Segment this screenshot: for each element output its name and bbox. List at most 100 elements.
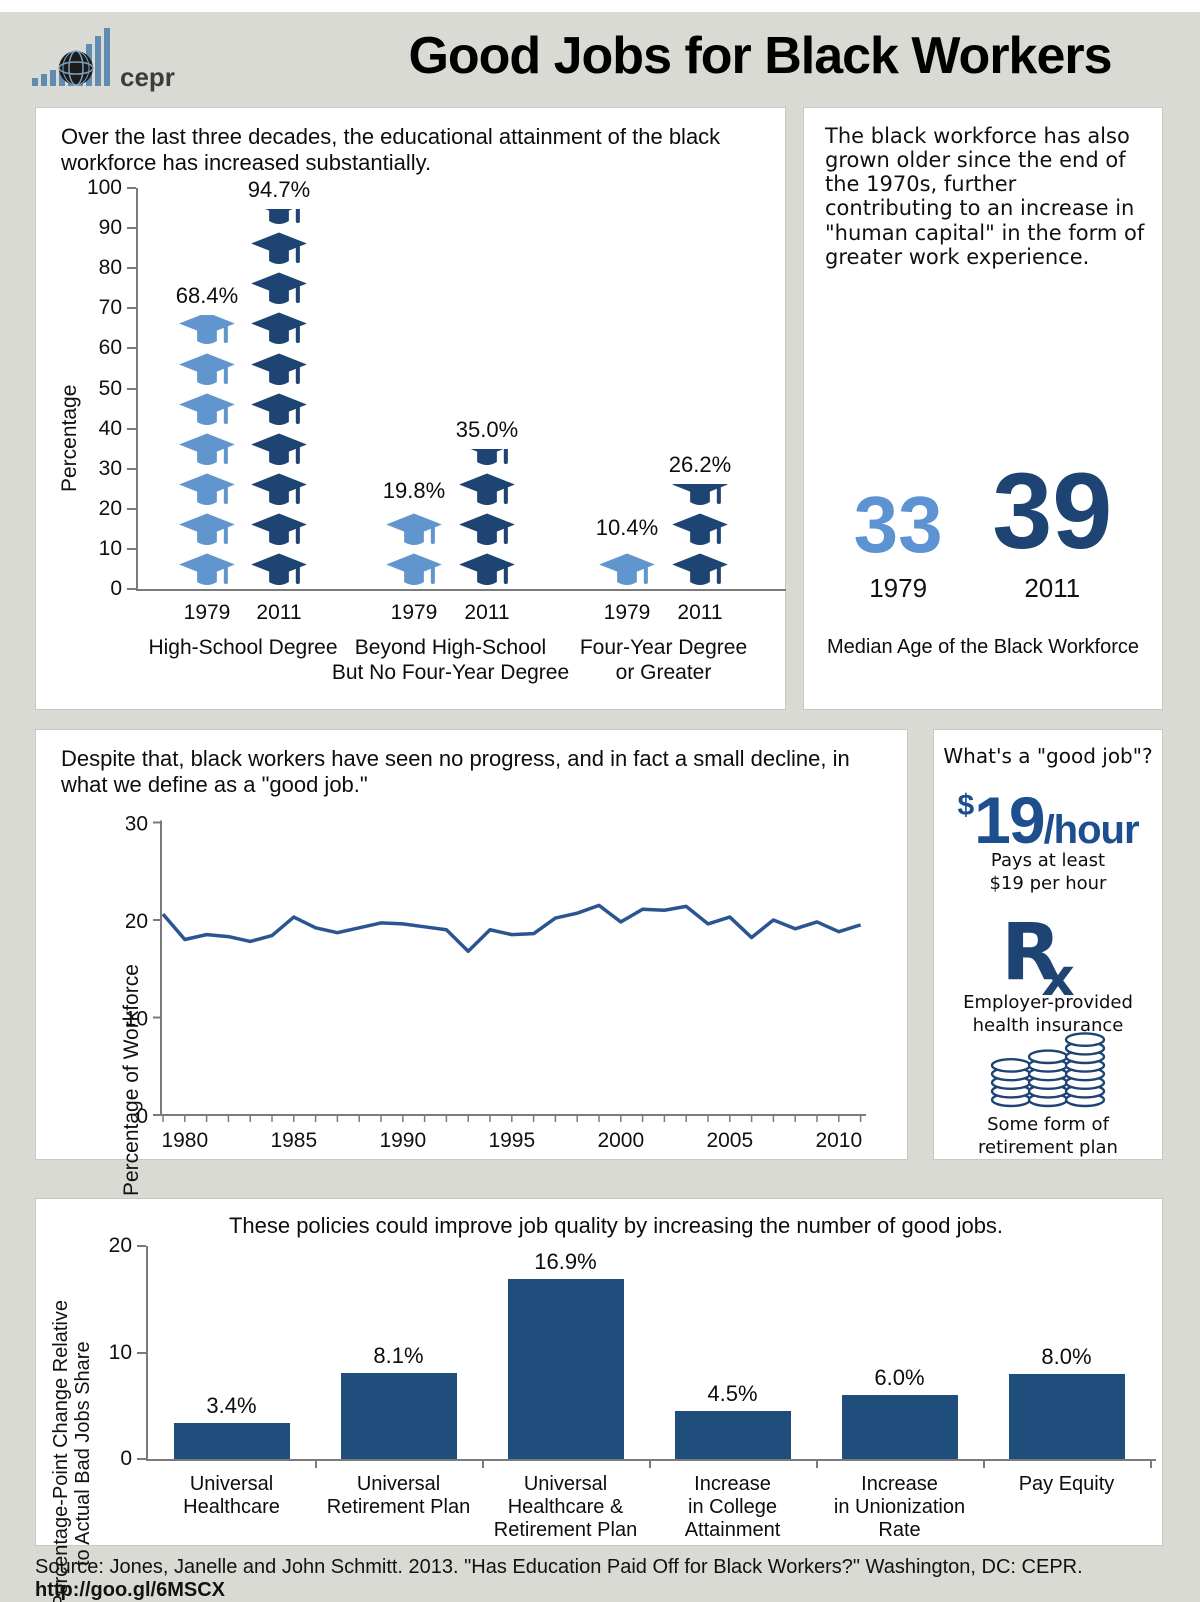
bar <box>1008 1373 1125 1459</box>
graduation-cap-partial-icon <box>458 448 516 469</box>
wage-amount: 19 <box>974 783 1045 857</box>
x-year-label: 1979 <box>603 601 651 624</box>
graduation-cap-icon <box>250 393 308 429</box>
y-tick-mark <box>127 267 136 270</box>
x-tick-mark <box>482 1459 484 1468</box>
policy-headline: These policies could improve job quality… <box>228 1213 1004 1238</box>
y-tick-label: 30 <box>98 456 122 480</box>
cap-column-2011 <box>458 188 516 589</box>
good-jobs-trend-line <box>161 903 862 953</box>
graduation-cap-icon <box>458 553 516 589</box>
bar-category-label: Increase in College Attainment <box>684 1473 781 1541</box>
value-label: 68.4% <box>175 282 239 308</box>
source-text: Source: Jones, Janelle and John Schmitt.… <box>35 1556 1083 1578</box>
median-age-2011: 39 2011 <box>992 450 1113 604</box>
definition-title: What's a "good job"? <box>943 744 1153 768</box>
graduation-cap-icon <box>178 553 236 589</box>
graduation-cap-icon <box>250 553 308 589</box>
y-tick-label: 10 <box>108 1340 132 1364</box>
bar <box>173 1422 290 1459</box>
median-age-panel: The black workforce has also grown older… <box>803 107 1163 710</box>
y-tick-mark <box>127 588 136 590</box>
x-tick-label: 1995 <box>488 1129 535 1152</box>
group-label: Beyond High-School But No Four-Year Degr… <box>331 636 570 685</box>
y-tick-label: 0 <box>120 1447 132 1470</box>
y-tick-label: 80 <box>98 256 122 280</box>
page-title: Good Jobs for Black Workers <box>408 27 1112 85</box>
top-white-strip <box>0 0 1200 12</box>
graduation-cap-icon <box>250 513 308 549</box>
rx-letter-r: R <box>1001 908 1062 998</box>
y-tick-label: 0 <box>136 1105 148 1128</box>
bar-value-label: 6.0% <box>874 1365 925 1391</box>
cap-column-1979 <box>178 188 236 589</box>
x-tick-label: 2000 <box>597 1129 644 1152</box>
y-axis-line <box>136 188 138 591</box>
coin-stacks-icon <box>934 1026 1162 1119</box>
cap-column-2011 <box>250 188 308 589</box>
graduation-cap-partial-icon <box>598 547 656 549</box>
x-axis-line <box>146 1459 1156 1461</box>
policy-bar-chart: 0 10 20 3.4% Universal Healthcare 8.1% Univers… <box>36 1199 1162 1545</box>
y-tick-label: 70 <box>98 296 122 320</box>
x-year-label: 2011 <box>677 601 723 624</box>
cap-column-2011 <box>671 188 729 589</box>
source-link[interactable]: http://goo.gl/6MSCX <box>35 1579 225 1601</box>
graduation-cap-icon <box>458 448 516 469</box>
graduation-cap-partial-icon <box>250 209 308 228</box>
graduation-cap-icon <box>598 547 656 549</box>
median-age-caption: Median Age of the Black Workforce <box>826 636 1139 658</box>
graduation-cap-icon <box>598 553 656 589</box>
y-tick-mark <box>127 547 136 550</box>
policy-impact-panel: These policies could improve job quality… <box>35 1198 1163 1602</box>
bar-category-label: Universal Retirement Plan <box>326 1473 471 1518</box>
education-attainment-panel: Over the last three decades, the educati… <box>35 107 786 710</box>
y-tick-label: 10 <box>98 536 122 560</box>
x-year-label: 2011 <box>256 601 302 624</box>
logo-wordmark: cepr <box>120 62 175 92</box>
education-pictograph-chart: 0 10 20 30 40 50 60 70 80 90 100 68.4% 1979 94.7% 2011… <box>36 108 786 709</box>
graduation-cap-icon <box>178 433 236 469</box>
cap-column-1979 <box>598 188 656 589</box>
trend-headline: Despite that, black workers have seen no… <box>61 746 850 797</box>
x-tick-label: 1980 <box>161 1129 208 1152</box>
y-tick-mark <box>127 387 136 390</box>
bar-value-label: 3.4% <box>206 1392 257 1418</box>
median-age-1979-year: 1979 <box>869 572 928 603</box>
bar-category-label: Universal Healthcare & Retirement Plan <box>493 1473 638 1541</box>
coin-icon <box>1027 1049 1069 1065</box>
graduation-cap-icon <box>671 553 729 589</box>
x-axis-line <box>136 589 786 591</box>
median-age-2011-value: 39 <box>992 450 1113 571</box>
x-year-label: 2011 <box>464 601 510 624</box>
health-caption: Employer-provided health insurance <box>963 992 1133 1036</box>
x-tick-mark <box>1150 1459 1152 1468</box>
y-tick-mark <box>127 187 136 189</box>
x-tick-label: 1990 <box>379 1129 426 1152</box>
y-tick-label: 0 <box>110 577 122 600</box>
cap-column-1979 <box>385 188 443 589</box>
bar-value-label: 8.1% <box>373 1342 424 1368</box>
graduation-cap-icon <box>250 232 308 268</box>
bar <box>340 1372 457 1459</box>
graduation-cap-icon <box>250 312 308 348</box>
bar-category-label: Universal Healthcare <box>183 1473 280 1518</box>
x-tick-label: 2005 <box>706 1129 753 1152</box>
bar <box>507 1279 624 1459</box>
bar-value-label: 8.0% <box>1041 1343 1092 1369</box>
good-jobs-trend-panel: Despite that, black workers have seen no… <box>35 729 908 1196</box>
wage-unit: /hour <box>1043 808 1140 852</box>
x-tick-mark <box>816 1459 818 1468</box>
y-tick-mark <box>137 1458 146 1460</box>
value-label: 35.0% <box>455 416 519 442</box>
y-tick-mark <box>127 307 136 310</box>
y-tick-label: 40 <box>98 416 122 440</box>
graduation-cap-icon <box>385 513 443 549</box>
graduation-cap-icon <box>250 209 308 228</box>
coin-stacks-graphic <box>990 1032 1106 1108</box>
y-tick-label: 10 <box>126 1008 148 1031</box>
value-label: 10.4% <box>595 515 659 541</box>
x-tick-label: 1985 <box>270 1129 317 1152</box>
graduation-cap-icon <box>458 513 516 549</box>
y-tick-mark <box>127 507 136 510</box>
